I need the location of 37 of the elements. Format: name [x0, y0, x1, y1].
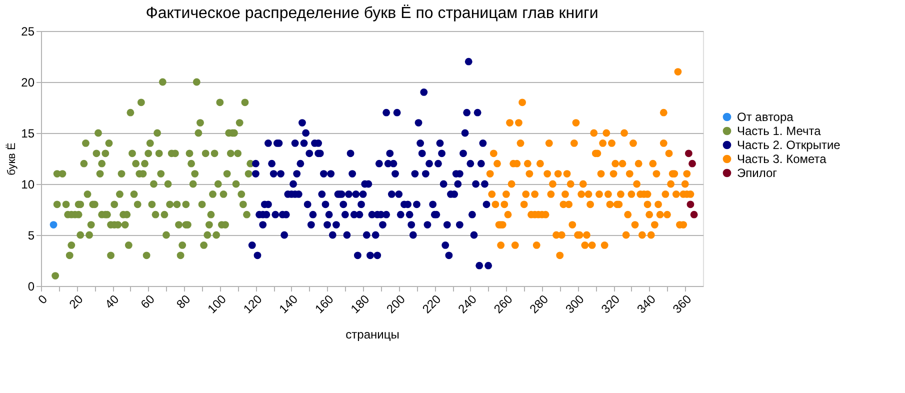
- x-tick-label: 20: [66, 292, 86, 312]
- x-tick-label: 240: [455, 292, 480, 316]
- point: [688, 160, 696, 168]
- legend-label: От автора: [737, 110, 794, 124]
- x-tick-label: 60: [138, 292, 158, 312]
- x-tick-label: 260: [491, 292, 516, 316]
- x-tick-label: 280: [526, 292, 552, 316]
- x-axis-title: страницы: [346, 327, 400, 342]
- legend-label: Часть 3. Комета: [737, 152, 827, 166]
- y-axis-title: букв Ё: [5, 142, 18, 176]
- point: [686, 200, 694, 208]
- x-tick-label: 160: [312, 292, 336, 316]
- x-tick-label: 200: [384, 292, 408, 316]
- chart-title: Фактическое распределение букв Ё по страницам глав книги: [146, 4, 598, 22]
- x-tick-label: 140: [276, 292, 301, 316]
- y-tick-label: 15: [21, 126, 35, 140]
- legend-label: Часть 1. Мечта: [737, 124, 822, 138]
- x-tick-label: 120: [240, 292, 265, 316]
- x-tick-label: 180: [348, 292, 372, 316]
- legend-label: Эпилог: [737, 166, 778, 180]
- x-tick-label: 300: [562, 292, 587, 316]
- x-tick-label: 220: [420, 292, 444, 316]
- legend-label: Часть 2. Открытие: [737, 138, 841, 152]
- y-tick-label: 0: [28, 280, 35, 294]
- point: [684, 150, 692, 158]
- y-tick-label: 20: [21, 76, 35, 90]
- x-tick-label: 100: [204, 292, 230, 316]
- point: [690, 210, 698, 218]
- y-tick-label: 5: [28, 228, 35, 242]
- y-tick-label: 25: [21, 24, 35, 38]
- x-tick-label: 40: [102, 292, 122, 312]
- x-tick-label: 320: [598, 292, 623, 316]
- x-tick-label: 80: [174, 292, 194, 312]
- x-tick-label: 360: [670, 292, 694, 316]
- y-tick-label: 10: [21, 178, 35, 192]
- point: [50, 221, 58, 228]
- x-tick-label: 340: [634, 292, 659, 316]
